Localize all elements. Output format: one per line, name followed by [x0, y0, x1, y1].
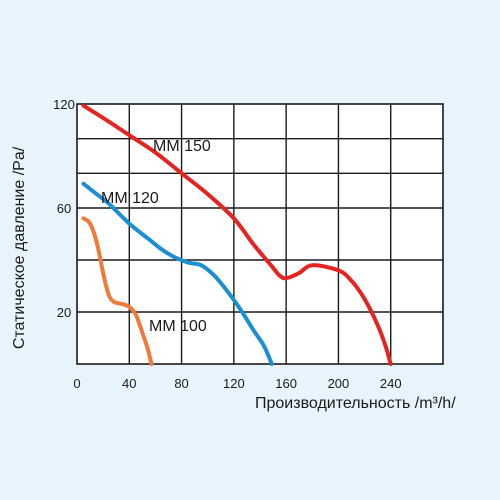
y-tick-label: 60: [57, 201, 71, 216]
x-tick-label: 80: [174, 376, 188, 391]
plot-area: [76, 103, 444, 365]
y-tick-label: 20: [57, 305, 71, 320]
x-tick-label: 160: [275, 376, 297, 391]
series-labels: MM 150 MM 120 MM 100: [101, 138, 211, 335]
y-tick-labels: 20 60 120: [53, 97, 75, 320]
series-label-mm-150: MM 150: [153, 138, 211, 155]
x-axis-title: Производительность /m³/h/: [255, 395, 456, 412]
series-line-mm-120: [81, 181, 274, 366]
y-axis-title: Статическое давление /Pa/: [11, 146, 28, 349]
x-tick-label: 200: [328, 376, 350, 391]
y-tick-label: 120: [53, 97, 75, 112]
series-label-mm-120: MM 120: [101, 190, 159, 207]
series-line-mm-100: [81, 216, 154, 366]
x-tick-labels: 0 40 80 120 160 200 240: [73, 376, 401, 391]
series-group: [81, 103, 393, 366]
x-tick-label: 240: [380, 376, 402, 391]
series-label-mm-100: MM 100: [149, 318, 207, 335]
x-tick-label: 40: [122, 376, 136, 391]
series-line-mm-150: [81, 103, 393, 366]
x-tick-label: 0: [73, 376, 80, 391]
x-tick-label: 120: [223, 376, 245, 391]
